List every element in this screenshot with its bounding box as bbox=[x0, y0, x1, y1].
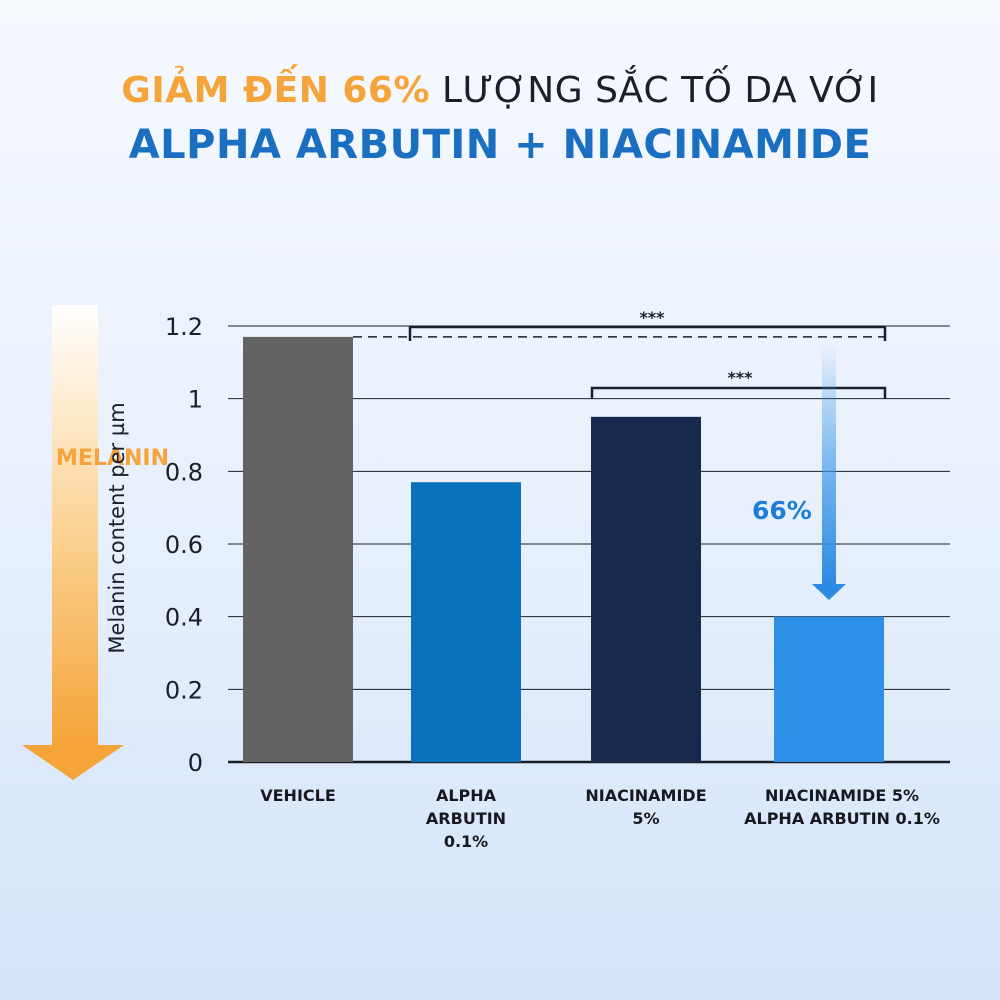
significance-marker: *** bbox=[639, 308, 665, 327]
headline-line-1: GIẢM ĐẾN 66% LƯỢNG SẮC TỐ DA VỚI bbox=[0, 70, 1000, 111]
bar bbox=[411, 482, 521, 762]
bar bbox=[774, 616, 884, 762]
y-tick-label: 1.2 bbox=[165, 313, 203, 341]
y-tick-label: 0.4 bbox=[165, 604, 203, 632]
headline-line-2: ALPHA ARBUTIN + NIACINAMIDE bbox=[128, 122, 872, 168]
headline-rest: LƯỢNG SẮC TỐ DA VỚI bbox=[430, 70, 879, 111]
reduction-annotation: 66% bbox=[752, 496, 812, 525]
x-tick-label-vehicle: VEHICLE bbox=[260, 786, 336, 805]
headline-highlight: GIẢM ĐẾN 66% bbox=[121, 70, 431, 111]
reduction-arrow-head bbox=[812, 584, 846, 600]
significance-marker: *** bbox=[727, 368, 753, 387]
significance-bracket bbox=[590, 386, 887, 399]
bar bbox=[243, 336, 353, 762]
x-tick-label-alpha-arbutin: ALPHA ARBUTIN 0.1% bbox=[425, 786, 507, 851]
melanin-side-label: MELANIN bbox=[56, 446, 169, 471]
y-tick-label: 0.2 bbox=[165, 676, 203, 704]
melanin-arrow-shaft bbox=[52, 305, 98, 745]
melanin-arrow-head bbox=[22, 745, 124, 780]
y-tick-label: 1 bbox=[188, 386, 203, 414]
significance-bracket bbox=[408, 325, 887, 341]
bar bbox=[591, 416, 701, 762]
x-tick-label-niacinamide: NIACINAMIDE 5% bbox=[585, 786, 707, 828]
y-tick-label: 0 bbox=[188, 749, 203, 777]
x-tick-label-combination: NIACINAMIDE 5% ALPHA ARBUTIN 0.1% bbox=[744, 786, 940, 828]
y-tick-label: 0.8 bbox=[165, 458, 203, 486]
y-tick-label: 0.6 bbox=[165, 531, 203, 559]
reduction-arrow-shaft bbox=[822, 343, 836, 585]
